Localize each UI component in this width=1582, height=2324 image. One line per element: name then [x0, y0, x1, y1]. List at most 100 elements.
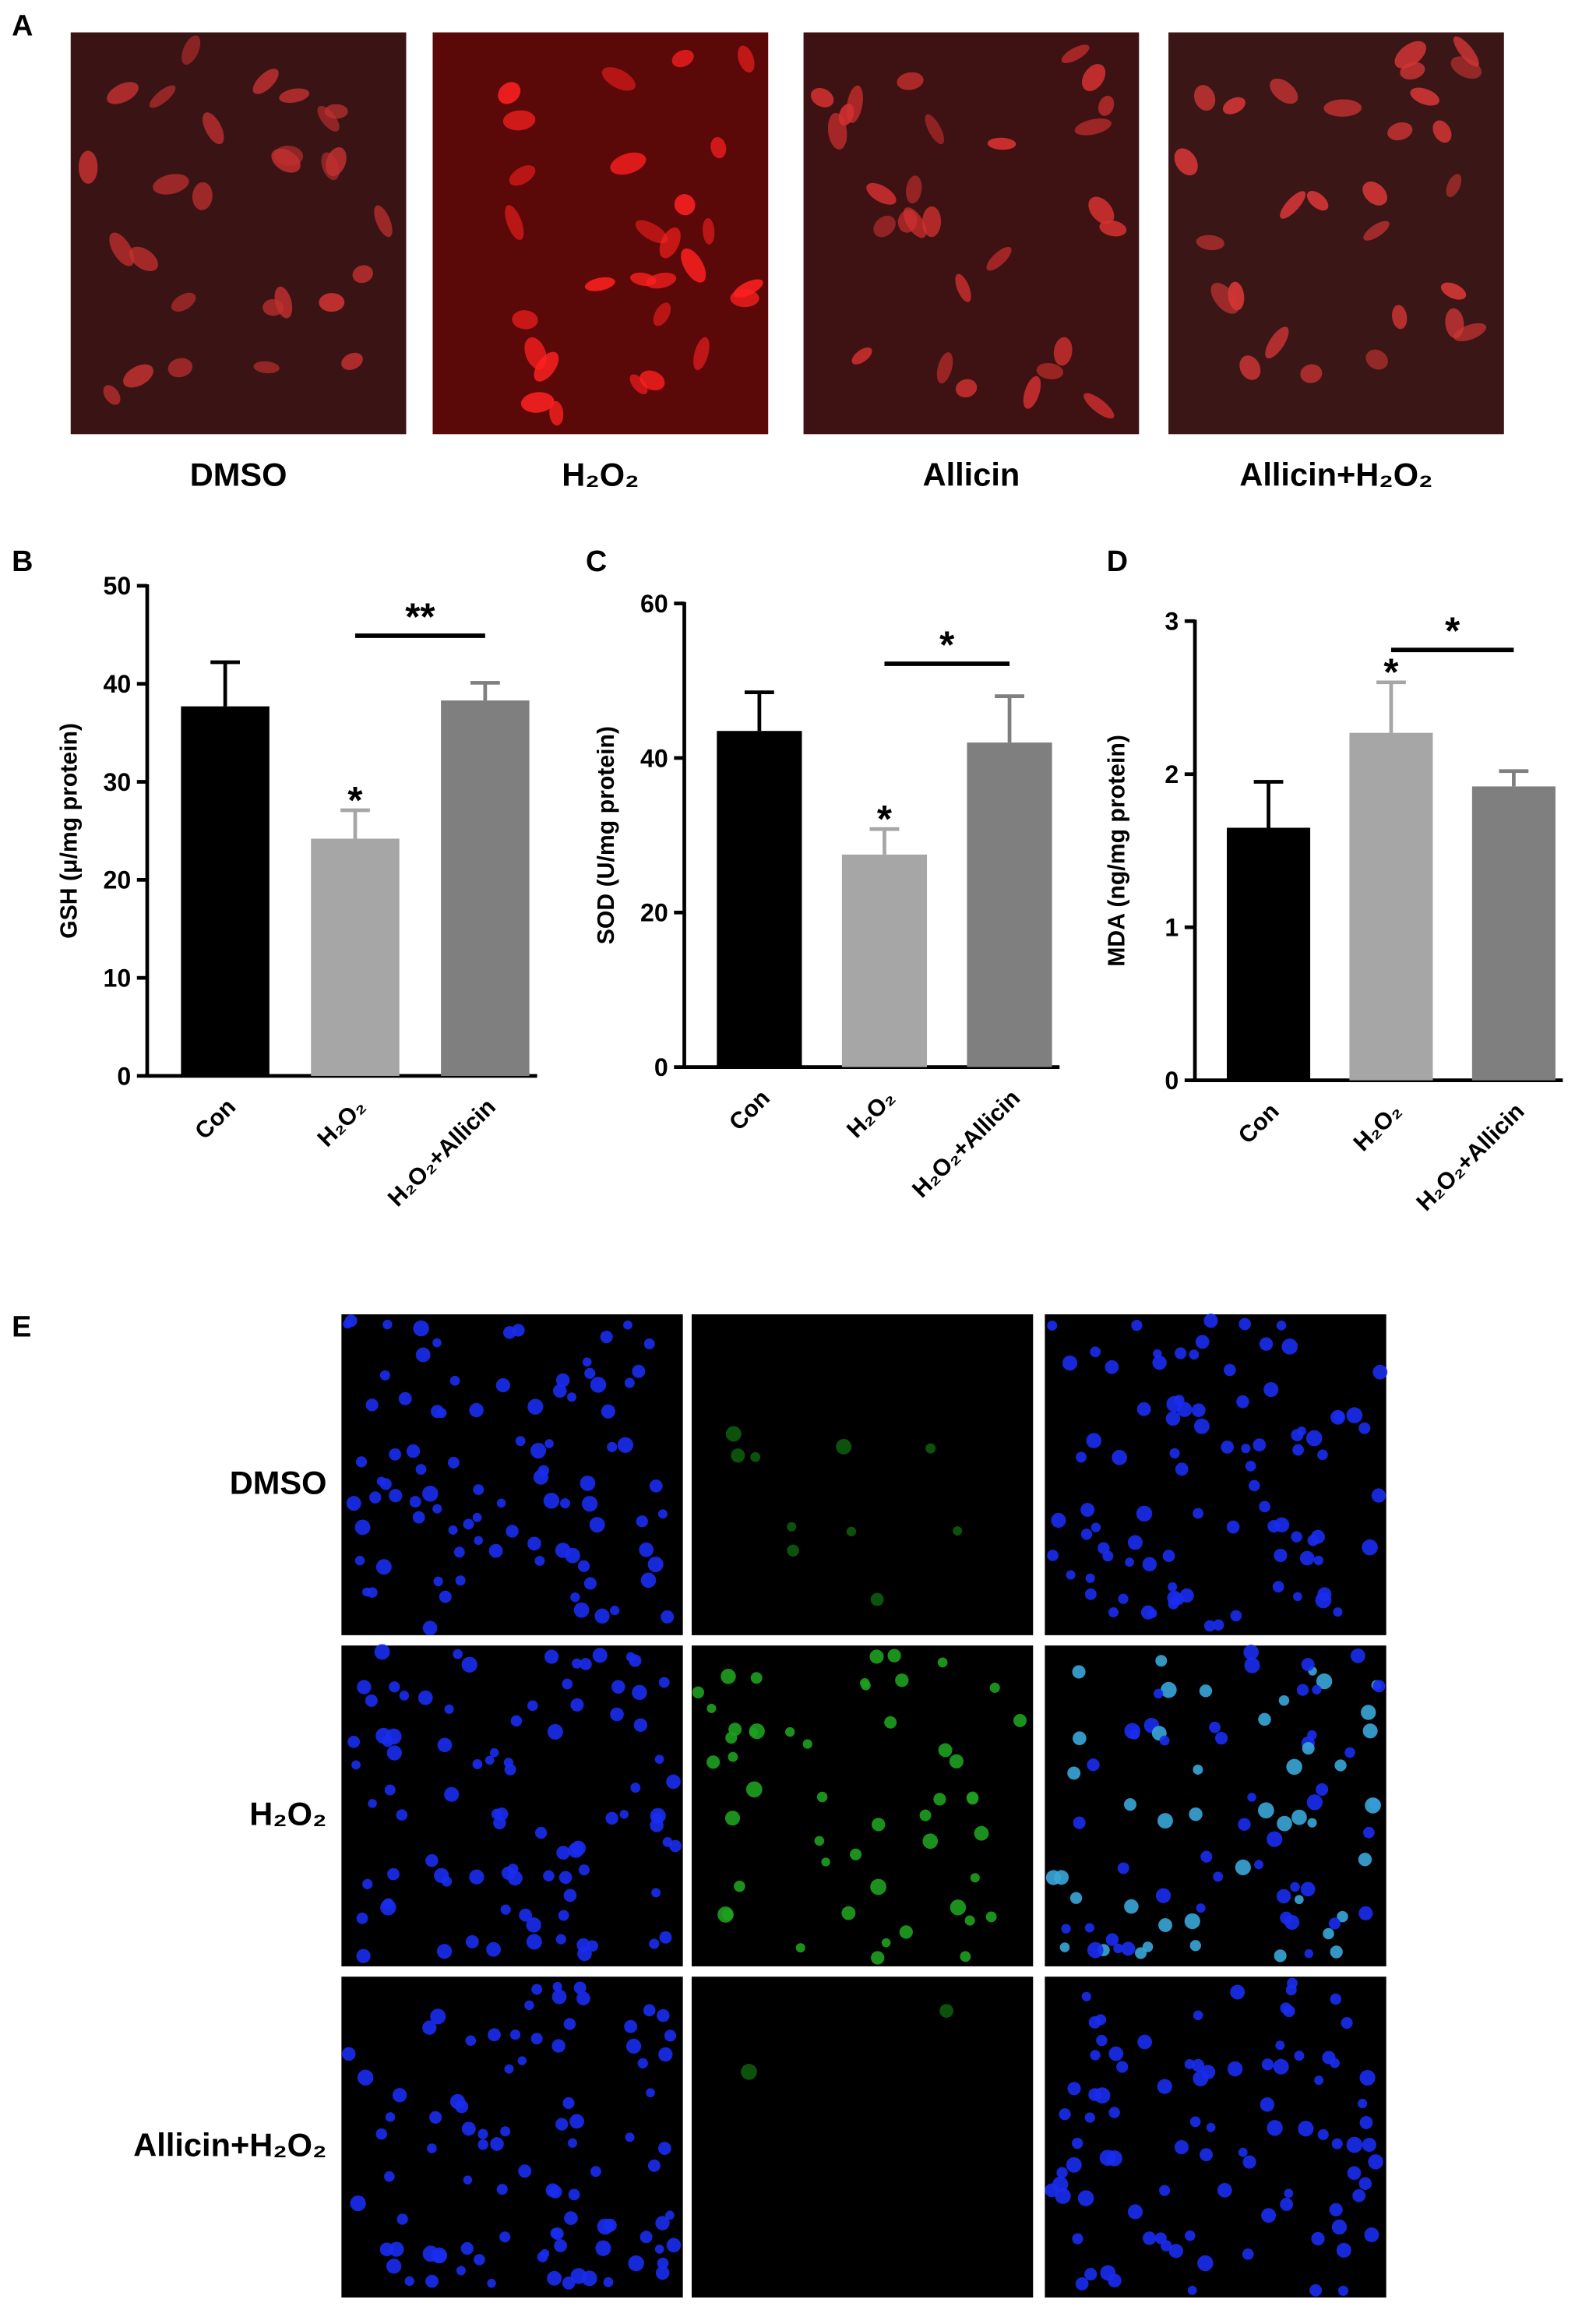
nucleus [495, 1807, 509, 1821]
nucleus [422, 1620, 438, 1636]
nucleus [399, 1691, 410, 1701]
nucleus [386, 2259, 402, 2274]
nucleus [1113, 1943, 1123, 1954]
cell [167, 358, 193, 378]
cell [1445, 308, 1464, 339]
nucleus [1297, 1426, 1306, 1436]
nucleus [1206, 2122, 1216, 2132]
nucleus [623, 1320, 632, 1330]
cell [279, 88, 310, 104]
nucleus [589, 1517, 605, 1533]
nucleus [1276, 1888, 1291, 1904]
nucleus [649, 1479, 663, 1493]
nucleus [643, 2004, 656, 2017]
nucleus [1368, 2154, 1383, 2170]
nucleus [960, 1951, 971, 1963]
nucleus [964, 1915, 975, 1926]
nucleus [1105, 1933, 1119, 1946]
nucleus [647, 2159, 661, 2172]
y-tick-label: 0 [1164, 1067, 1179, 1095]
nucleus [1076, 1451, 1087, 1463]
cell [733, 279, 763, 298]
nucleus [1155, 1888, 1172, 1903]
nucleus [1344, 1747, 1355, 1758]
nucleus [846, 1526, 857, 1536]
cell [710, 136, 727, 159]
nucleus [1073, 1731, 1087, 1746]
nucleus [1294, 2051, 1305, 2061]
nucleus [887, 1649, 901, 1663]
nucleus [640, 1572, 657, 1589]
cell [955, 379, 978, 398]
nucleus [1136, 1505, 1153, 1522]
nucleus [1159, 2185, 1171, 2196]
nucleus [484, 1755, 495, 1765]
nucleus [637, 2058, 648, 2068]
nucleus [515, 1436, 526, 1447]
nucleus [1127, 2204, 1143, 2220]
image-label: H₂O₂ [562, 456, 639, 492]
nucleus [1347, 2166, 1362, 2181]
cell [897, 72, 924, 90]
nucleus [1127, 1535, 1143, 1550]
nucleus [1272, 1581, 1284, 1593]
nucleus [1258, 1712, 1271, 1726]
cell [955, 273, 971, 302]
nucleus [721, 1909, 734, 1920]
nucleus [595, 2240, 611, 2256]
nucleus [1213, 1871, 1224, 1882]
cell [646, 273, 677, 289]
nucleus [664, 2030, 677, 2042]
cell [1410, 87, 1439, 106]
nucleus [895, 1673, 909, 1687]
nucleus [386, 1745, 402, 1761]
cell [181, 35, 201, 65]
cell [78, 150, 98, 184]
nucleus [1341, 2017, 1353, 2030]
nucleus [643, 1338, 655, 1349]
nucleus [1175, 1462, 1189, 1476]
micrograph [432, 32, 769, 435]
y-tick-label: 3 [1164, 608, 1179, 636]
cell [1323, 99, 1362, 117]
nucleus [384, 1784, 396, 1796]
nucleus [1118, 1593, 1129, 1604]
nucleus [543, 1492, 560, 1509]
nucleus [646, 2088, 655, 2098]
nucleus [1062, 1355, 1078, 1371]
x-tick-label: Con [1234, 1099, 1284, 1149]
nucleus [1307, 1818, 1317, 1828]
nucleus [692, 1686, 704, 1699]
nucleus [396, 1809, 408, 1821]
nucleus [657, 1509, 668, 1519]
nucleus [600, 1330, 613, 1344]
nucleus [967, 1793, 979, 1805]
error-bar [1499, 769, 1529, 787]
micrograph [341, 1645, 683, 1966]
nucleus [430, 2008, 446, 2025]
micrograph [341, 1314, 683, 1635]
nucleus [1084, 2112, 1095, 2123]
nucleus [465, 1934, 479, 1948]
nucleus [1313, 1555, 1323, 1566]
nucleus [1304, 1948, 1313, 1959]
y-tick-label: 2 [1164, 760, 1179, 788]
nucleus [1157, 1813, 1173, 1829]
nucleus [617, 1437, 634, 1453]
nucleus [1124, 1899, 1139, 1914]
nucleus [351, 1760, 361, 1770]
bar [441, 700, 530, 1076]
x-tick-label: H₂O₂+Allicin [1411, 1099, 1529, 1216]
nucleus [624, 2019, 638, 2033]
nucleus [1224, 1363, 1236, 1377]
y-tick-label: 20 [103, 866, 131, 894]
nucleus [731, 1448, 745, 1463]
nucleus [1193, 1508, 1203, 1519]
nucleus [385, 2112, 396, 2122]
nucleus [1258, 1802, 1274, 1819]
image-label: Allicin+H₂O₂ [1239, 456, 1432, 492]
nucleus [433, 1576, 443, 1587]
nucleus [1372, 1680, 1386, 1693]
nucleus [1274, 1949, 1287, 1963]
cell [1099, 220, 1127, 237]
